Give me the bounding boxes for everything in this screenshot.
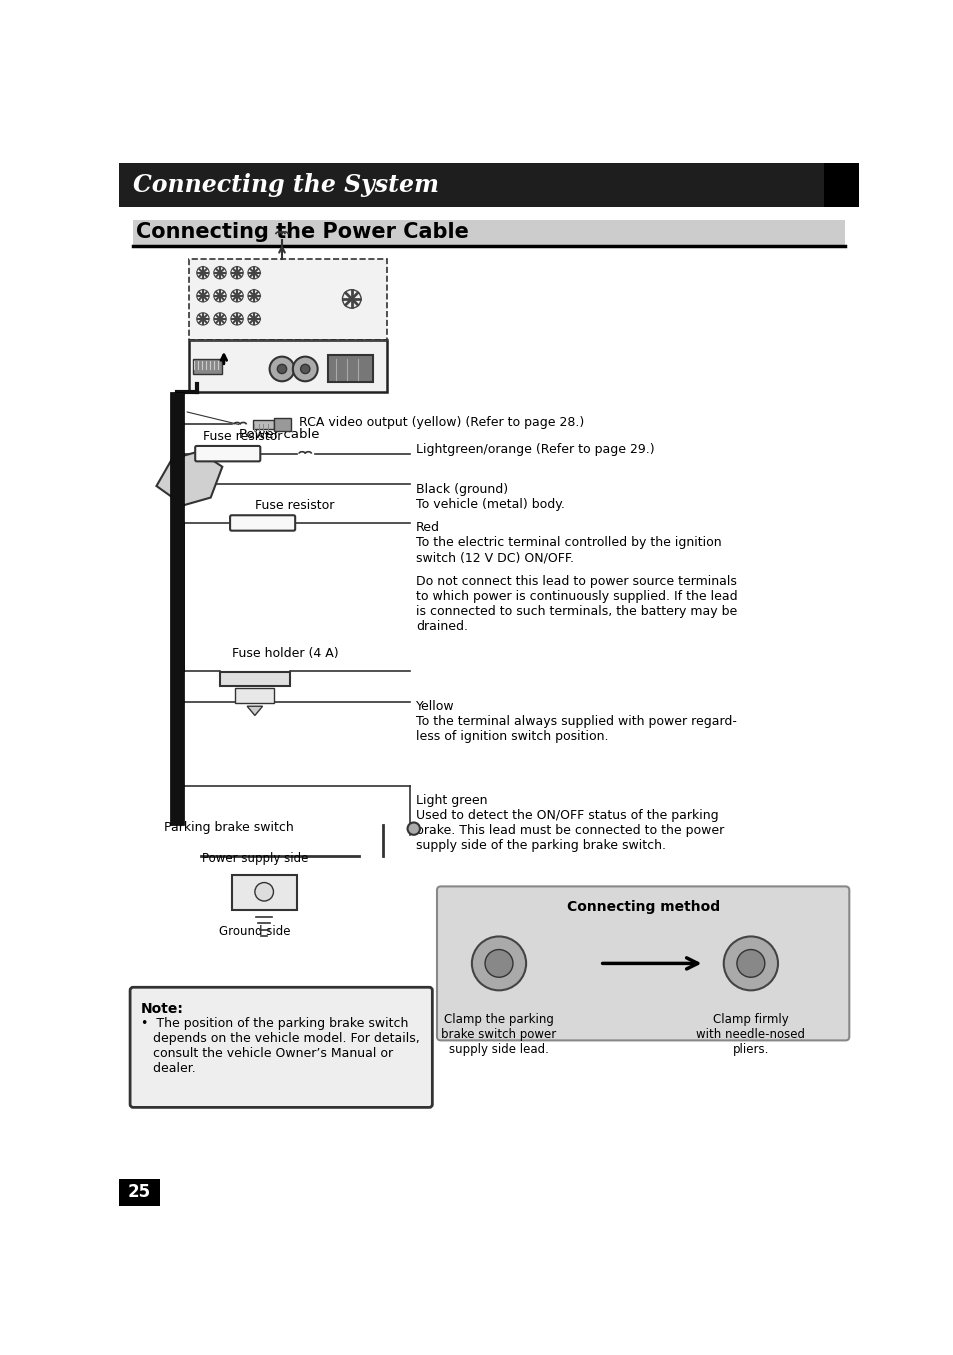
- Circle shape: [736, 950, 764, 977]
- Text: Clamp the parking
brake switch power
supply side lead.: Clamp the parking brake switch power sup…: [441, 1014, 556, 1057]
- FancyBboxPatch shape: [189, 259, 386, 340]
- FancyBboxPatch shape: [193, 359, 222, 374]
- Text: Fuse resistor: Fuse resistor: [203, 430, 282, 443]
- FancyBboxPatch shape: [189, 340, 386, 392]
- Circle shape: [293, 356, 317, 381]
- Text: Connecting method: Connecting method: [566, 900, 719, 915]
- FancyBboxPatch shape: [436, 886, 848, 1041]
- Circle shape: [723, 936, 778, 991]
- Polygon shape: [156, 451, 222, 505]
- FancyBboxPatch shape: [133, 221, 843, 245]
- Text: Parking brake switch: Parking brake switch: [164, 821, 294, 833]
- FancyBboxPatch shape: [171, 392, 184, 825]
- Text: Light green
Used to detect the ON/OFF status of the parking
brake. This lead mus: Light green Used to detect the ON/OFF st…: [416, 794, 723, 852]
- Text: RCA video output (yellow) (Refer to page 28.): RCA video output (yellow) (Refer to page…: [298, 416, 583, 428]
- FancyBboxPatch shape: [130, 988, 432, 1107]
- Text: Yellow
To the terminal always supplied with power regard-
less of ignition switc: Yellow To the terminal always supplied w…: [416, 701, 736, 743]
- Text: Note:: Note:: [141, 1001, 184, 1016]
- FancyBboxPatch shape: [119, 163, 858, 207]
- FancyBboxPatch shape: [230, 515, 294, 531]
- Text: Black (ground)
To vehicle (metal) body.: Black (ground) To vehicle (metal) body.: [416, 482, 564, 511]
- FancyBboxPatch shape: [328, 355, 373, 382]
- Text: Power cable: Power cable: [187, 412, 319, 440]
- Circle shape: [300, 364, 310, 374]
- Circle shape: [407, 822, 419, 835]
- Text: Power supply side: Power supply side: [201, 852, 308, 864]
- FancyBboxPatch shape: [253, 420, 274, 430]
- Circle shape: [277, 364, 286, 374]
- FancyBboxPatch shape: [823, 163, 858, 207]
- Circle shape: [472, 936, 525, 991]
- Text: 25: 25: [128, 1183, 151, 1201]
- Circle shape: [254, 882, 274, 901]
- Text: •  The position of the parking brake switch
   depends on the vehicle model. For: • The position of the parking brake swit…: [141, 1018, 419, 1076]
- Polygon shape: [247, 706, 262, 715]
- Text: Do not connect this lead to power source terminals
to which power is continuousl: Do not connect this lead to power source…: [416, 575, 737, 633]
- Text: Fuse resistor: Fuse resistor: [254, 499, 334, 512]
- FancyBboxPatch shape: [195, 446, 260, 461]
- FancyBboxPatch shape: [232, 875, 297, 909]
- FancyBboxPatch shape: [235, 688, 274, 703]
- Circle shape: [484, 950, 513, 977]
- Text: Lightgreen/orange (Refer to page 29.): Lightgreen/orange (Refer to page 29.): [416, 443, 654, 457]
- FancyBboxPatch shape: [220, 672, 290, 686]
- Circle shape: [270, 356, 294, 381]
- Text: Clamp firmly
with needle-nosed
pliers.: Clamp firmly with needle-nosed pliers.: [696, 1014, 804, 1057]
- Text: Red
To the electric terminal controlled by the ignition
switch (12 V DC) ON/OFF.: Red To the electric terminal controlled …: [416, 522, 720, 565]
- Text: Ground side: Ground side: [219, 925, 291, 938]
- Text: Connecting the Power Cable: Connecting the Power Cable: [136, 222, 469, 243]
- FancyBboxPatch shape: [274, 419, 291, 431]
- Text: Connecting the System: Connecting the System: [133, 173, 438, 196]
- FancyBboxPatch shape: [119, 1179, 159, 1206]
- Text: Fuse holder (4 A): Fuse holder (4 A): [232, 648, 338, 660]
